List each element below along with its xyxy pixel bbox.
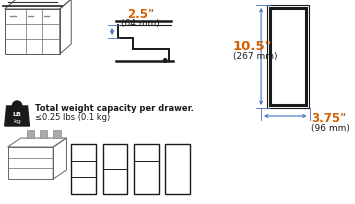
Text: 10.5": 10.5" — [233, 40, 272, 53]
Text: kg: kg — [13, 119, 21, 124]
Circle shape — [164, 59, 167, 63]
Polygon shape — [5, 106, 29, 126]
Bar — [165, 144, 190, 194]
Text: (64 mm): (64 mm) — [121, 19, 160, 28]
Text: 2.5": 2.5" — [127, 8, 154, 21]
Polygon shape — [27, 130, 34, 138]
Bar — [134, 144, 159, 194]
Circle shape — [12, 102, 22, 111]
Text: (96 mm): (96 mm) — [311, 123, 350, 132]
Text: 3.75": 3.75" — [311, 111, 347, 124]
Text: ≤0.25 lbs (0.1 kg): ≤0.25 lbs (0.1 kg) — [35, 112, 110, 121]
Polygon shape — [53, 130, 61, 138]
Bar — [103, 144, 127, 194]
Bar — [267, 6, 308, 109]
Bar — [270, 9, 306, 105]
Text: (267 mm): (267 mm) — [233, 52, 277, 61]
Polygon shape — [40, 130, 48, 138]
Text: Total weight capacity per drawer.: Total weight capacity per drawer. — [35, 103, 194, 112]
Bar — [71, 144, 96, 194]
Text: LB: LB — [13, 112, 22, 117]
